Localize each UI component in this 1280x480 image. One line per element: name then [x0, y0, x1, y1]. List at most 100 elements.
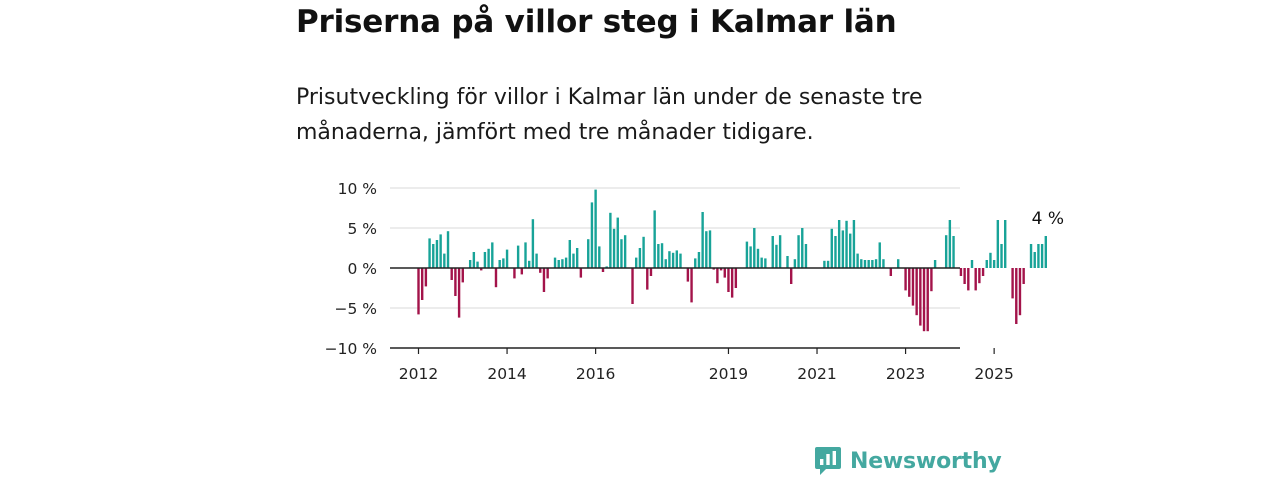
bar	[491, 242, 494, 268]
bar	[727, 268, 730, 292]
bar	[476, 261, 479, 268]
bar	[933, 260, 937, 268]
bar	[1040, 244, 1044, 268]
bar	[837, 220, 841, 268]
last-value-label: 4 %	[1032, 209, 1064, 229]
x-tick-label: 2023	[886, 365, 925, 383]
bar	[679, 253, 682, 268]
bar	[1000, 244, 1003, 268]
bar	[638, 248, 642, 268]
bar	[531, 219, 535, 268]
bar	[959, 268, 963, 276]
bar	[974, 268, 977, 291]
bar	[420, 268, 424, 300]
bar	[911, 268, 915, 306]
bar	[631, 268, 634, 304]
bar	[904, 268, 907, 291]
bar	[863, 260, 867, 268]
bar	[505, 249, 509, 268]
bar	[981, 268, 985, 276]
bar	[616, 217, 619, 268]
bar	[646, 268, 649, 290]
bar	[649, 268, 653, 276]
bar	[664, 259, 667, 268]
bar	[564, 257, 568, 268]
bar	[1018, 268, 1022, 316]
bar	[546, 268, 549, 279]
bar	[568, 240, 571, 268]
bar	[620, 239, 623, 268]
bar	[944, 235, 948, 268]
bar	[948, 220, 952, 268]
bar	[432, 244, 435, 268]
bar	[967, 268, 970, 291]
bar	[852, 220, 856, 268]
bar	[867, 260, 870, 268]
bar	[985, 260, 988, 268]
bar	[553, 257, 557, 268]
bar	[1015, 268, 1018, 324]
bar	[539, 268, 542, 273]
bar	[915, 268, 918, 316]
bar	[1044, 236, 1047, 268]
y-tick-label: 5 %	[347, 220, 377, 238]
bar	[572, 253, 575, 268]
bar	[424, 268, 428, 287]
bar	[612, 228, 616, 268]
y-tick-label: 0 %	[347, 260, 377, 278]
bar	[897, 259, 900, 268]
axes	[390, 267, 995, 354]
bar	[443, 253, 446, 268]
bar	[978, 268, 981, 284]
bar	[454, 268, 457, 296]
bar	[557, 260, 560, 268]
bar	[745, 241, 749, 268]
y-tick-label: −10 %	[325, 340, 377, 358]
bar	[605, 266, 608, 268]
bar	[989, 252, 992, 268]
bar	[1004, 220, 1007, 268]
bar	[797, 235, 800, 268]
bar	[590, 202, 594, 268]
bar	[952, 236, 955, 268]
bar	[716, 268, 719, 284]
newsworthy-brand[interactable]: Newsworthy	[814, 446, 1002, 476]
bar	[926, 268, 929, 332]
newsworthy-logo-icon	[815, 447, 841, 475]
bar	[461, 268, 464, 283]
bar	[919, 268, 922, 326]
bar	[874, 259, 878, 268]
bar	[712, 268, 715, 270]
bar	[826, 260, 830, 268]
bar	[598, 246, 601, 268]
x-tick-label: 2025	[974, 365, 1013, 383]
bar	[860, 259, 863, 268]
bar	[730, 268, 734, 298]
x-tick-label: 2012	[399, 365, 438, 383]
bar	[513, 268, 516, 279]
bar	[1037, 244, 1040, 268]
bar	[686, 268, 690, 282]
bar	[487, 248, 490, 268]
bar	[579, 268, 583, 278]
bar	[789, 268, 793, 284]
bar	[804, 244, 808, 268]
bar-series	[417, 189, 1047, 332]
bar	[587, 239, 590, 268]
x-tick-label: 2016	[576, 365, 615, 383]
bar	[841, 230, 845, 268]
bar	[1011, 268, 1014, 299]
bar	[642, 236, 645, 268]
bar	[483, 252, 487, 268]
bar	[719, 268, 723, 271]
bar	[468, 260, 472, 268]
chart-subtitle: Prisutveckling för villor i Kalmar län u…	[296, 85, 923, 145]
bar	[878, 242, 881, 268]
brand-name: Newsworthy	[850, 448, 1002, 474]
bar	[996, 220, 1000, 268]
y-tick-label: 10 %	[338, 180, 377, 198]
bar	[1033, 252, 1036, 268]
bar	[992, 260, 996, 268]
bar	[764, 258, 767, 268]
